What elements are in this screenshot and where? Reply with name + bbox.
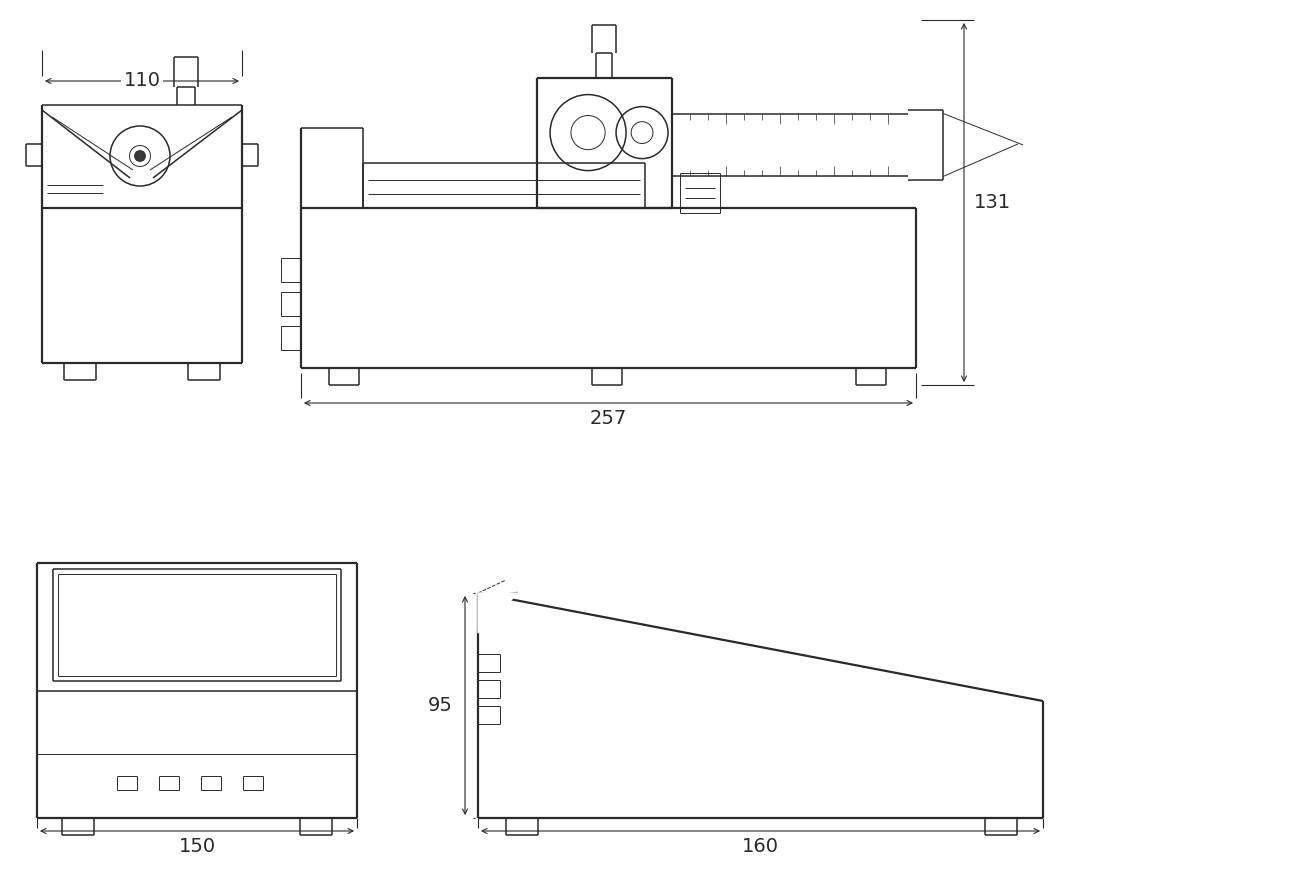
Text: 95: 95 <box>428 696 452 715</box>
Text: 110: 110 <box>124 71 161 91</box>
Text: 257: 257 <box>590 410 628 429</box>
Text: 131: 131 <box>973 193 1011 212</box>
Text: 160: 160 <box>742 838 779 856</box>
Circle shape <box>134 151 146 161</box>
Text: 150: 150 <box>178 838 215 856</box>
Polygon shape <box>478 593 518 633</box>
